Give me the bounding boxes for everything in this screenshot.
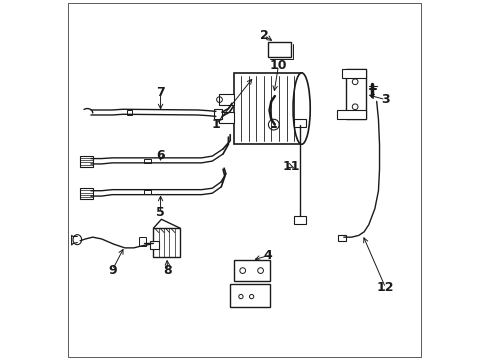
Text: 1: 1 (211, 118, 220, 131)
Bar (293, 216, 305, 224)
Text: 5: 5 (156, 206, 164, 219)
Bar (139, 237, 145, 246)
Bar (126, 110, 132, 115)
Bar (219, 94, 234, 105)
Text: 7: 7 (156, 86, 164, 99)
Ellipse shape (292, 73, 309, 144)
Text: 11: 11 (282, 160, 299, 173)
Bar (149, 241, 159, 249)
Bar (219, 112, 234, 123)
Bar (337, 111, 365, 119)
Bar (80, 156, 93, 167)
Text: 10: 10 (269, 59, 286, 72)
Ellipse shape (268, 119, 279, 130)
Text: 4: 4 (263, 249, 271, 262)
Text: 8: 8 (163, 264, 172, 276)
Text: 12: 12 (376, 282, 393, 294)
Bar (337, 235, 345, 242)
Bar (144, 158, 151, 163)
Text: 3: 3 (381, 93, 389, 106)
Bar (80, 188, 93, 199)
Bar (153, 228, 180, 257)
Bar (144, 190, 151, 194)
Bar (230, 284, 269, 307)
Text: 2: 2 (259, 29, 268, 42)
Bar (214, 109, 222, 119)
Bar (293, 119, 305, 127)
Text: 6: 6 (156, 149, 164, 162)
Bar (267, 42, 290, 57)
Bar (346, 69, 365, 119)
Bar (341, 69, 365, 78)
Bar (233, 260, 269, 281)
Bar (233, 73, 301, 144)
Text: 9: 9 (108, 264, 117, 276)
